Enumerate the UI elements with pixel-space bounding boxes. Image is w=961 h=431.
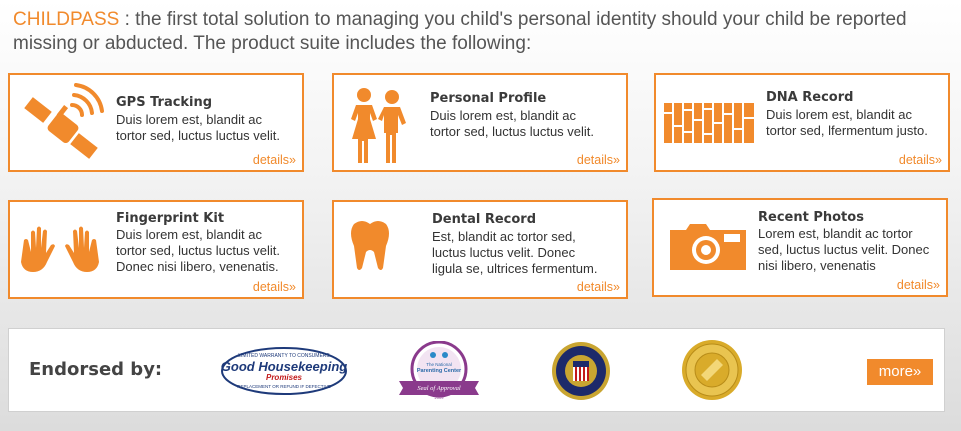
more-button[interactable]: more» (867, 359, 933, 385)
product-card-profile: Personal Profile Duis lorem est, blandit… (332, 73, 628, 172)
dna-barcode-icon (664, 103, 754, 147)
product-card-fingerprint: Fingerprint Kit Duis lorem est, blandit … (8, 200, 304, 299)
product-desc-line: Donec nisi libero, venenatis. (116, 259, 279, 274)
product-title: Fingerprint Kit (116, 211, 225, 226)
seal-main-text: Parenting Center (417, 368, 462, 374)
product-desc-line: Duis lorem est, blandit ac (116, 112, 262, 127)
product-desc-line: tortor sed, luctus luctus velit. (430, 124, 595, 139)
gh-sub-text: Promises (266, 373, 303, 382)
seal-year: 2009 (435, 395, 445, 400)
product-desc-line: tortor sed, lfermentum justo. (766, 123, 928, 138)
intro-text: CHILDPASS : the first total solution to … (13, 8, 953, 56)
seal-top-text: The National (426, 362, 452, 367)
fbi-seal[interactable] (551, 341, 611, 405)
product-desc-line: sed, luctus luctus velit. Donec (758, 242, 930, 257)
gh-bottom-text: REPLACEMENT OR REFUND IF DEFECTIVE (237, 384, 330, 389)
details-link-dental[interactable]: details» (576, 280, 620, 294)
details-link-gps[interactable]: details» (252, 153, 296, 167)
product-desc-line: ligula se, ultrices fermentum. (432, 261, 598, 276)
product-title: Personal Profile (430, 91, 547, 106)
intro-description: : the first total solution to managing y… (13, 9, 907, 54)
gh-top-text: LIMITED WARRANTY TO CONSUMERS (238, 353, 330, 359)
product-desc-line: Duis lorem est, blandit ac (430, 108, 576, 123)
product-desc-line: Lorem est, blandit ac tortor (758, 226, 913, 241)
children-icon (348, 83, 412, 171)
joint-commission-seal[interactable] (681, 339, 743, 405)
tooth-icon (350, 220, 390, 276)
camera-icon (668, 220, 748, 276)
product-desc-line: luctus luctus velit. Donec (432, 245, 576, 260)
details-link-photos[interactable]: details» (896, 278, 940, 292)
hands-icon (20, 226, 100, 280)
product-card-photos: Recent Photos Lorem est, blandit ac tort… (652, 198, 948, 297)
product-title: Dental Record (432, 212, 537, 227)
details-link-fingerprint[interactable]: details» (252, 280, 296, 294)
product-desc-line: Duis lorem est, blandit ac (116, 227, 262, 242)
details-link-dna[interactable]: details» (898, 153, 942, 167)
good-housekeeping-logo[interactable]: LIMITED WARRANTY TO CONSUMERS Good House… (221, 347, 347, 399)
product-card-gps: GPS Tracking Duis lorem est, blandit ac … (8, 73, 304, 172)
product-desc-line: Est, blandit ac tortor sed, (432, 229, 576, 244)
product-desc-line: Duis lorem est, blandit ac (766, 107, 912, 122)
seal-sub-text: Seal of Approval (417, 385, 461, 392)
product-desc-line: tortor sed, luctus luctus velit. (116, 128, 281, 143)
endorsed-bar: Endorsed by: LIMITED WARRANTY TO CONSUME… (8, 328, 945, 412)
product-card-dna: DNA Record Duis lorem est, blandit ac to… (654, 73, 950, 172)
product-title: GPS Tracking (116, 95, 213, 110)
parenting-center-seal[interactable]: The National Parenting Center Seal of Ap… (395, 340, 483, 405)
product-title: Recent Photos (758, 210, 864, 225)
product-card-dental: Dental Record Est, blandit ac tortor sed… (332, 200, 628, 299)
product-desc-line: tortor sed, luctus luctus velit. (116, 243, 281, 258)
brand-name: CHILDPASS (13, 9, 120, 30)
endorsed-label: Endorsed by: (29, 359, 163, 380)
details-link-profile[interactable]: details» (576, 153, 620, 167)
gps-satellite-icon (20, 83, 108, 167)
product-title: DNA Record (766, 90, 854, 105)
gh-main-text: Good Housekeeping (221, 359, 347, 374)
product-desc-line: nisi libero, venenatis (758, 258, 876, 273)
